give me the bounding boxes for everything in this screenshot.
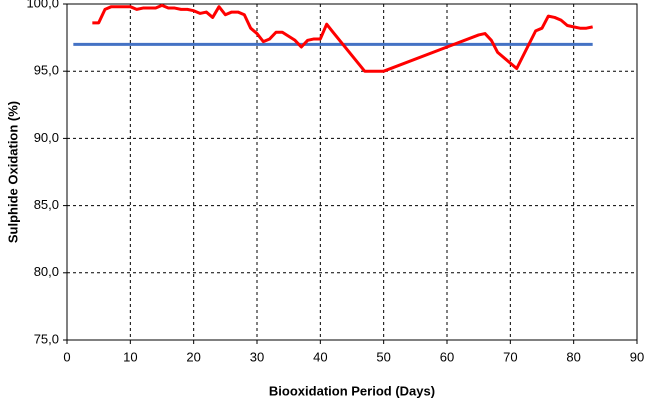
y-tick-label: 80,0 — [34, 264, 59, 279]
data-line — [92, 3, 593, 73]
x-tick-label: 90 — [630, 349, 644, 364]
y-tick-label: 90,0 — [34, 130, 59, 145]
x-tick-label: 70 — [503, 349, 517, 364]
y-tick-label: 75,0 — [34, 331, 59, 346]
x-tick-label: 50 — [376, 349, 390, 364]
x-tick-label: 60 — [440, 349, 454, 364]
x-tick-label: 80 — [566, 349, 580, 364]
x-tick-label: 0 — [63, 349, 70, 364]
x-tick-label: 30 — [250, 349, 264, 364]
y-tick-label: 100,0 — [26, 0, 59, 10]
y-tick-label: 85,0 — [34, 197, 59, 212]
y-tick-label: 95,0 — [34, 63, 59, 78]
x-axis-title: Biooxidation Period (Days) — [269, 383, 435, 398]
x-tick-label: 40 — [313, 349, 327, 364]
y-axis-title: Sulphide Oxidation (%) — [5, 101, 20, 243]
plot-area — [66, 3, 638, 341]
x-tick-label: 10 — [123, 349, 137, 364]
x-tick-label: 20 — [186, 349, 200, 364]
